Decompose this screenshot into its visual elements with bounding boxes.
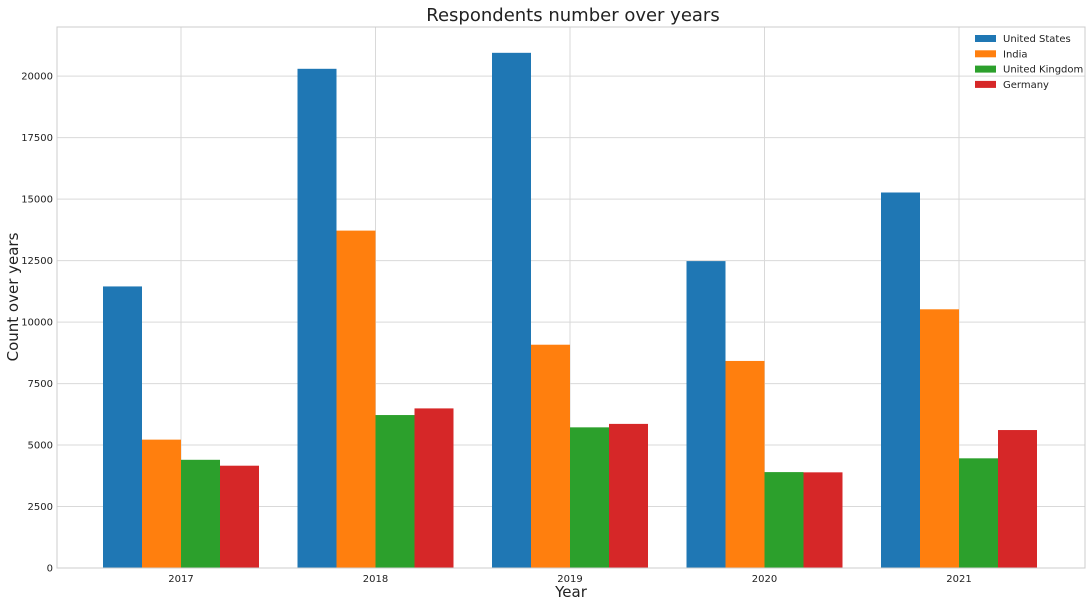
bar-united-states-2021 (881, 192, 920, 568)
bar-germany-2020 (803, 472, 843, 568)
x-tick-label: 2020 (752, 574, 777, 585)
y-tick-label: 0 (47, 564, 53, 575)
chart-title: Respondents number over years (426, 5, 719, 26)
bar-united-states-2018 (297, 68, 337, 569)
bar-india-2017 (142, 439, 181, 568)
x-tick-label: 2021 (946, 574, 971, 585)
bar-united-kingdom-2018 (375, 415, 415, 568)
bar-germany-2017 (220, 465, 259, 568)
legend-swatch-india (975, 50, 996, 58)
bars (103, 52, 1037, 569)
y-tick-label: 10000 (21, 318, 53, 329)
bar-india-2020 (725, 360, 765, 568)
bar-india-2018 (336, 230, 376, 568)
legend-label-united-states: United States (1003, 34, 1071, 45)
legend-swatch-united-kingdom (975, 65, 996, 73)
bar-united-states-2020 (686, 261, 726, 568)
y-tick-label: 5000 (28, 441, 53, 452)
x-axis-ticks: 2017 2018 2019 2020 2021 (168, 574, 971, 585)
bar-united-states-2019 (492, 52, 531, 569)
x-tick-label: 2019 (557, 574, 582, 585)
bar-united-kingdom-2019 (570, 427, 609, 568)
legend-swatch-germany (975, 80, 996, 88)
bar-united-kingdom-2020 (764, 472, 804, 568)
x-tick-label: 2017 (168, 574, 193, 585)
bar-united-kingdom-2017 (181, 459, 220, 568)
x-tick-label: 2018 (363, 574, 388, 585)
bar-germany-2018 (414, 408, 454, 568)
bar-germany-2019 (609, 423, 648, 568)
y-tick-label: 2500 (28, 502, 53, 513)
x-axis-title: Year (554, 583, 588, 601)
legend-label-germany: Germany (1003, 80, 1049, 91)
y-axis-ticks: 0 2500 5000 7500 10000 12500 15000 17500 20000 (21, 72, 53, 575)
legend: United States India United Kingdom Germany (975, 34, 1083, 91)
bar-united-kingdom-2021 (959, 458, 998, 568)
bar-india-2019 (531, 344, 570, 568)
plot-frame (56, 26, 1086, 569)
y-tick-label: 17500 (21, 133, 53, 144)
y-axis-title: Count over years (4, 232, 22, 361)
y-tick-label: 20000 (21, 72, 53, 83)
legend-label-united-kingdom: United Kingdom (1003, 65, 1083, 76)
bar-united-states-2017 (103, 286, 142, 568)
y-tick-label: 12500 (21, 256, 53, 267)
bar-germany-2021 (998, 430, 1037, 568)
y-tick-label: 15000 (21, 195, 53, 206)
legend-label-india: India (1003, 49, 1028, 60)
legend-swatch-united-states (975, 35, 996, 42)
y-tick-label: 7500 (28, 379, 53, 390)
bar-india-2021 (920, 309, 959, 568)
